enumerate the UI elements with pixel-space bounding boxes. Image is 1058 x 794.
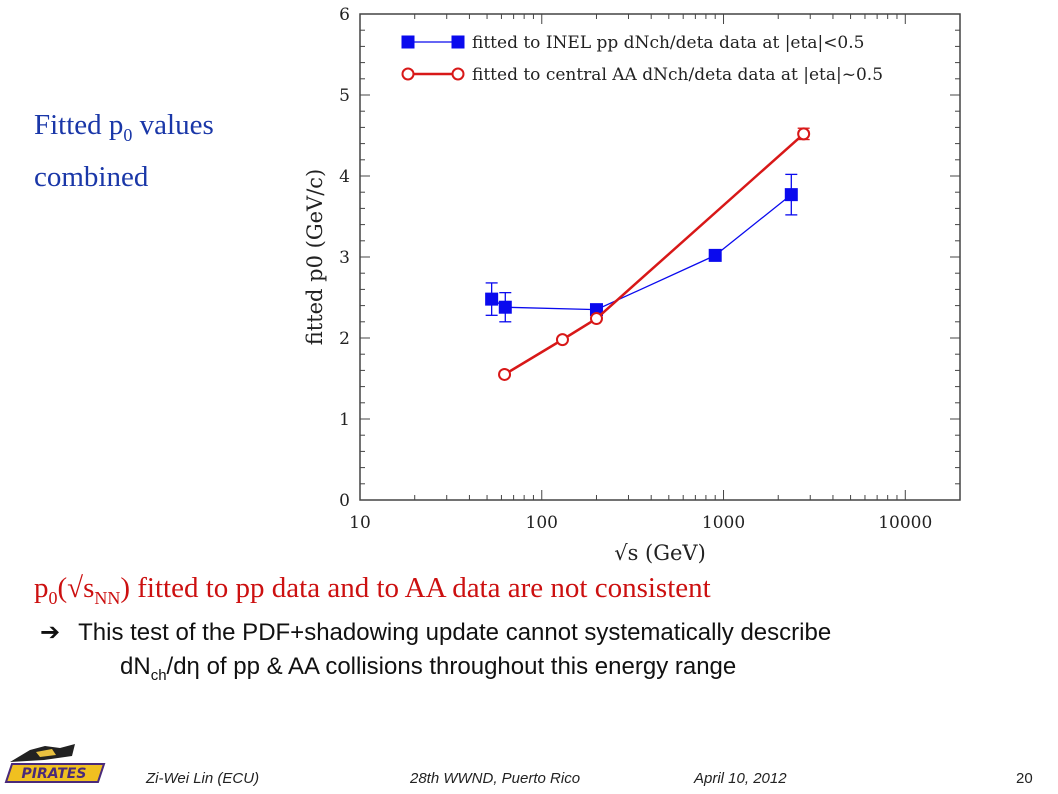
chart-legend: fitted to INEL pp dNch/deta data at |eta…	[401, 33, 883, 85]
conclusion-dn: dN	[120, 653, 151, 680]
legend-label: fitted to central AA dNch/deta data at |…	[472, 65, 883, 85]
page-number: 20	[1016, 770, 1033, 787]
legend-marker	[451, 35, 465, 49]
data-point-circle	[797, 127, 811, 141]
legend-marker	[401, 35, 415, 49]
series-layer	[485, 127, 811, 381]
y-tick-label: 1	[339, 410, 350, 430]
side-title-subscript: 0	[123, 124, 133, 145]
y-tick-label: 3	[339, 248, 350, 268]
footer-author: Zi-Wei Lin (ECU)	[146, 770, 260, 787]
legend-label: fitted to INEL pp dNch/deta data at |eta…	[472, 33, 864, 53]
slide-side-title: Fitted p0 values combined	[34, 104, 214, 198]
y-tick-label: 6	[339, 5, 350, 25]
conclusion-text-1: This test of the PDF+shadowing update ca…	[78, 619, 832, 646]
statement-rest: ) fitted to pp data and to AA data are n…	[120, 572, 711, 604]
series-line	[503, 132, 805, 376]
data-point-square	[485, 292, 499, 306]
y-tick-label: 4	[339, 167, 350, 187]
x-tick-label: 1000	[702, 513, 745, 533]
footer-date: April 10, 2012	[694, 770, 787, 787]
arrow-icon: ➔	[40, 618, 61, 646]
statement-sqrt-s: (√s	[57, 572, 95, 604]
axis-ticks	[359, 13, 961, 501]
plot-frame	[359, 13, 961, 501]
series-line	[491, 194, 792, 311]
statement-sub-nn: NN	[94, 587, 121, 608]
legend-marker	[401, 67, 415, 81]
pirates-logo: PIRATES	[4, 744, 106, 783]
footer-event: 28th WWND, Puerto Rico	[410, 770, 581, 787]
data-point-square	[708, 248, 722, 262]
x-axis-label: √s (GeV)	[614, 541, 706, 565]
legend-marker	[451, 67, 465, 81]
statement-sub-0: 0	[48, 587, 58, 608]
conclusion-text-2: /dη of pp & AA collisions throughout thi…	[166, 653, 737, 680]
y-tick-label: 0	[339, 491, 350, 511]
x-tick-label: 10000	[878, 513, 932, 533]
data-point-circle	[555, 333, 569, 347]
data-point-square	[784, 188, 798, 202]
logo-text: PIRATES	[22, 766, 87, 782]
series-2	[498, 127, 811, 381]
y-axis-label: fitted p0 (GeV/c)	[303, 169, 327, 346]
y-tick-label: 5	[339, 86, 350, 106]
x-tick-label: 10	[349, 513, 371, 533]
data-point-square	[589, 303, 603, 317]
side-title-text: Fitted p	[34, 109, 124, 141]
series-1	[485, 173, 798, 323]
data-point-square	[498, 300, 512, 314]
data-point-circle	[589, 312, 603, 326]
main-statement: p0(√sNN) fitted to pp data and to AA dat…	[34, 572, 711, 609]
data-point-circle	[498, 367, 512, 381]
side-title-text-post: values	[132, 109, 214, 141]
statement-p: p	[34, 572, 49, 604]
conclusion-line-2: dNch/dη of pp & AA collisions throughout…	[120, 653, 736, 684]
side-title-line2: combined	[34, 160, 149, 193]
conclusion-sub-ch: ch	[150, 666, 167, 684]
x-tick-label: 100	[526, 513, 558, 533]
y-tick-label: 2	[339, 329, 350, 349]
p0-vs-energy-chart: 10 100 1000 10000 0 1 2 3 4 5 6 fitted to INEL pp …	[303, 5, 961, 565]
conclusion-line-1: ➔ This test of the PDF+shadowing update c…	[40, 618, 831, 647]
axis-tick-labels: 10 100 1000 10000 0 1 2 3 4 5 6	[339, 5, 932, 533]
